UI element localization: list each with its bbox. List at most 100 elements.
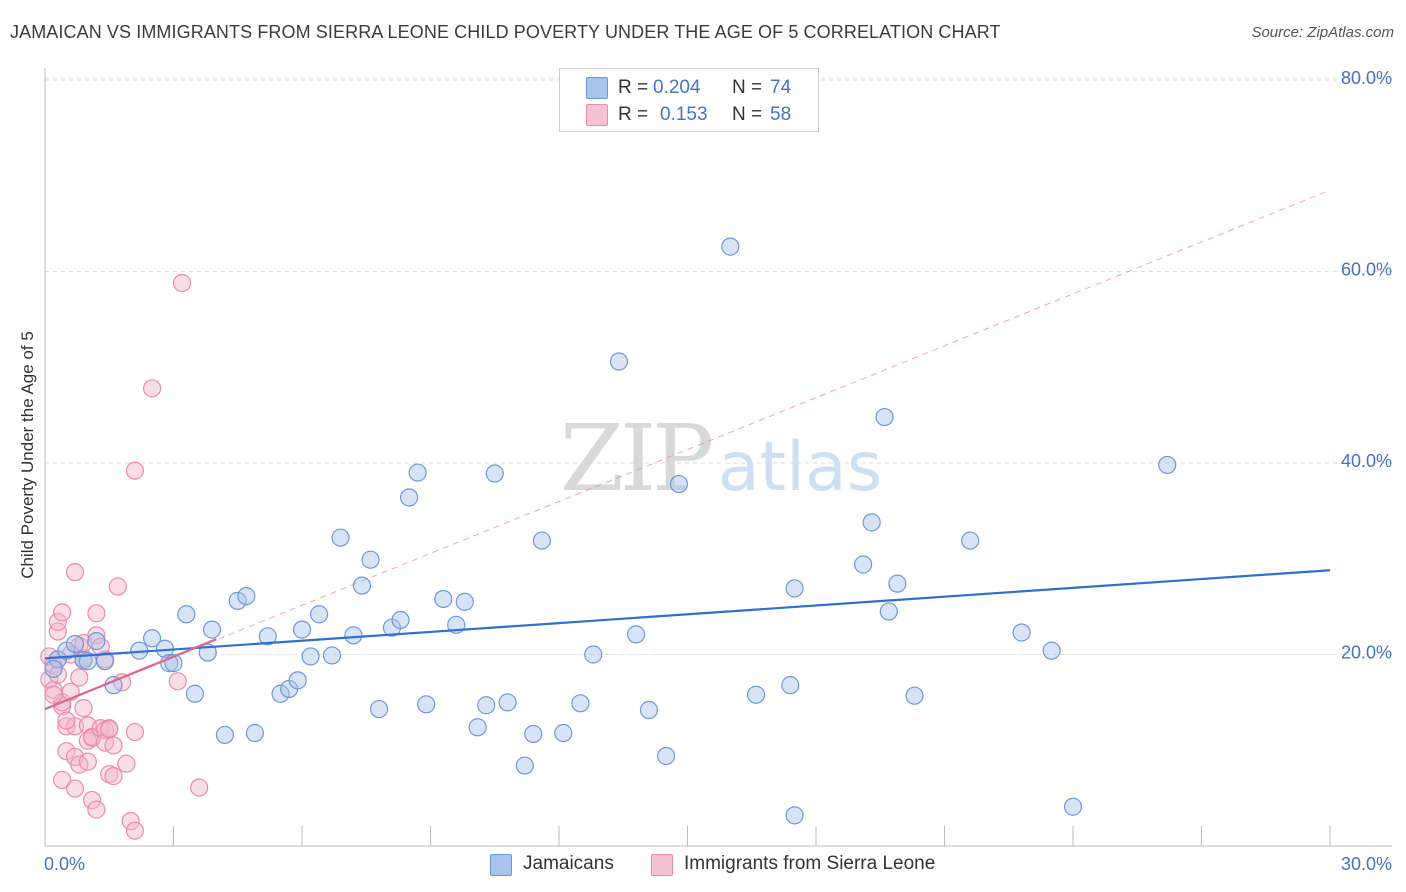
series-sierra-leone: [40, 273, 209, 840]
axes: [44, 68, 1392, 847]
bottom-legend-label-jamaicans: Jamaicans: [523, 853, 614, 874]
bottom-legend-swatch-blue: [490, 854, 512, 876]
bottom-legend-swatch-pink: [651, 854, 673, 876]
data-point-jamaican: [202, 620, 222, 639]
y-tick-label: 60.0%: [1341, 260, 1392, 280]
data-point-sierra-leone: [104, 767, 123, 786]
data-point-sierra-leone: [74, 699, 93, 718]
data-point-jamaican: [785, 579, 804, 598]
gridlines: [45, 77, 1392, 655]
data-point-sierra-leone: [108, 577, 127, 596]
legend-r-label: R =: [618, 77, 649, 98]
source-label: Source: ZipAtlas.com: [1251, 24, 1394, 41]
legend-n-label: N =: [732, 104, 763, 125]
y-tick-label: 40.0%: [1341, 451, 1392, 471]
data-point-jamaican: [879, 602, 898, 621]
legend-r-label: R =: [618, 104, 649, 125]
data-point-sierra-leone: [83, 790, 102, 810]
data-point-jamaican: [781, 676, 800, 695]
data-point-jamaican: [160, 654, 179, 673]
data-point-jamaican: [142, 629, 162, 648]
data-point-sierra-leone: [48, 622, 67, 641]
data-point-jamaican: [361, 550, 380, 569]
legend-swatch-pink: [586, 104, 608, 126]
legend-n-value: 58: [770, 104, 792, 125]
chart-title: JAMAICAN VS IMMIGRANTS FROM SIERRA LEONE…: [10, 22, 1001, 42]
data-point-sierra-leone: [117, 754, 136, 773]
data-point-jamaican: [352, 576, 372, 595]
data-point-jamaican: [746, 685, 766, 704]
data-point-jamaican: [1042, 641, 1061, 660]
legend-n-label: N =: [732, 77, 763, 98]
data-point-sierra-leone: [87, 800, 106, 819]
y-tick-label: 20.0%: [1341, 643, 1392, 663]
data-point-sierra-leone: [125, 461, 145, 480]
data-point-jamaican: [571, 694, 590, 713]
data-point-jamaican: [65, 634, 85, 654]
data-point-jamaican: [177, 605, 196, 624]
data-point-sierra-leone: [100, 720, 119, 739]
data-point-jamaican: [185, 684, 205, 703]
data-point-sierra-leone: [87, 626, 106, 645]
watermark-zip: ZIP: [560, 405, 711, 512]
data-point-sierra-leone: [172, 273, 192, 293]
data-point-jamaican: [417, 695, 436, 714]
legend-r-value: 0.153: [660, 104, 708, 125]
data-point-jamaican: [95, 652, 115, 671]
data-point-jamaican: [905, 686, 924, 705]
data-point-jamaican: [331, 528, 350, 547]
data-point-jamaican: [626, 625, 646, 644]
data-point-jamaican: [434, 589, 453, 609]
data-point-jamaican: [245, 723, 264, 743]
data-point-jamaican: [1012, 623, 1031, 642]
data-point-jamaican: [785, 806, 804, 825]
data-point-jamaican: [344, 626, 363, 645]
data-point-sierra-leone: [44, 685, 63, 704]
data-point-jamaican: [237, 586, 256, 606]
data-point-jamaican: [322, 646, 342, 665]
x-tick-label: 0.0%: [44, 854, 85, 874]
data-point-jamaican: [1158, 455, 1177, 475]
data-point-jamaican: [301, 647, 320, 666]
legend-swatch-blue: [586, 77, 608, 99]
data-point-sierra-leone: [53, 770, 72, 790]
data-point-jamaican: [455, 592, 474, 611]
series-jamaicans: [44, 237, 1177, 825]
data-point-jamaican: [292, 620, 312, 639]
watermark-atlas: atlas: [718, 428, 882, 507]
legend-r-value: 0.204: [653, 77, 701, 98]
data-point-jamaican: [288, 671, 307, 690]
data-point-jamaican: [888, 574, 907, 593]
data-point-jamaican: [532, 531, 551, 550]
tick-labels: 20.0% 40.0% 60.0% 80.0% 0.0% 30.0%: [44, 68, 1392, 874]
x-tick-label: 30.0%: [1341, 854, 1392, 874]
data-point-jamaican: [215, 725, 234, 745]
data-point-sierra-leone: [70, 668, 89, 687]
data-point-jamaican: [524, 724, 543, 744]
legend-n-value: 74: [770, 77, 792, 98]
data-point-sierra-leone: [87, 604, 106, 623]
data-point-sierra-leone: [190, 778, 209, 797]
trend-line-sierra-leone: [44, 638, 217, 711]
data-point-jamaican: [554, 723, 573, 743]
data-point-sierra-leone: [65, 779, 85, 798]
data-point-sierra-leone: [78, 752, 97, 771]
data-point-sierra-leone: [142, 379, 162, 398]
correlation-legend: R = 0.204 N = 74 R = 0.153 N = 58: [559, 68, 819, 132]
data-point-jamaican: [609, 352, 629, 371]
data-point-jamaican: [656, 746, 676, 766]
data-point-sierra-leone: [125, 722, 145, 742]
data-point-jamaican: [228, 591, 247, 610]
bottom-legend-label-sierra-leone: Immigrants from Sierra Leone: [684, 853, 936, 874]
data-point-jamaican: [477, 696, 496, 715]
y-tick-label: 80.0%: [1341, 68, 1392, 88]
trend-line-jamaicans: [44, 569, 1331, 660]
data-point-sierra-leone: [125, 821, 145, 840]
data-point-jamaican: [310, 605, 329, 624]
data-point-jamaican: [258, 627, 277, 646]
data-point-jamaican: [1063, 797, 1083, 816]
data-point-jamaican: [498, 693, 517, 712]
data-point-sierra-leone: [48, 612, 67, 632]
data-point-jamaican: [44, 659, 63, 678]
